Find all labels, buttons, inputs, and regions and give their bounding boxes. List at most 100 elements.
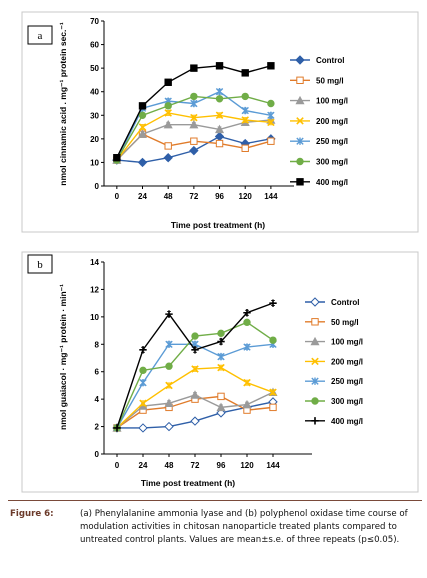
data-point [138,102,147,110]
data-point [137,129,148,138]
legend-marker [311,397,319,405]
data-point [165,310,173,318]
data-point [217,329,225,338]
data-point [241,116,249,124]
data-point [190,416,200,426]
data-point [165,381,173,390]
data-point [269,388,277,397]
legend-entry: Control [316,56,344,65]
data-point [216,402,226,412]
data-point [164,421,174,432]
legend-marker [311,318,319,326]
x-tick-label: 144 [264,192,278,201]
data-point [241,106,249,115]
data-point [165,362,173,370]
data-point [164,102,172,110]
data-point [164,78,172,86]
data-point [190,390,200,399]
legend-marker [310,297,320,307]
x-tick-label: 96 [217,461,226,470]
legend-marker [296,137,304,145]
data-point [165,340,173,348]
data-point [215,62,224,70]
data-point [243,378,251,387]
data-point [138,111,147,119]
y-tick-label: 30 [90,111,99,120]
data-point [189,145,199,156]
data-point [139,346,147,354]
caption-divider [8,500,422,501]
legend-marker [295,95,305,105]
x-tick-label: 120 [240,461,254,470]
y-tick-label: 14 [90,258,99,267]
panel-b-letter-box [27,254,53,274]
legend-marker [310,336,320,346]
data-point [215,111,224,120]
data-point [139,366,147,375]
data-point [242,399,252,409]
panel-a-y-axis-label: nmol cinnamic acid . mg⁻¹ protein sec.⁻¹ [58,22,68,186]
panel-b-letter: b [37,259,43,271]
data-point [241,92,249,101]
data-point [189,119,199,129]
data-point [138,423,148,433]
data-point [267,111,275,119]
x-tick-label: 48 [165,461,174,470]
data-point [215,88,224,96]
data-point [241,69,249,77]
legend-entry: 300 mg/l [316,158,348,167]
data-point [217,363,225,372]
data-point [215,139,224,148]
panel-a-frame [21,11,419,233]
data-point [190,92,198,101]
y-tick-label: 20 [90,135,99,144]
data-point [215,124,225,134]
y-tick-label: 4 [95,395,100,404]
legend-entry: 100 mg/l [316,97,348,106]
x-tick-label: 72 [189,192,198,201]
data-point [243,309,251,317]
data-point [164,142,172,150]
data-point [217,337,225,346]
data-point [215,95,224,103]
panel-b-y-axis-label: nmol guaiacol · mg⁻¹ protein · min⁻¹ [58,284,68,430]
x-tick-label: 0 [115,461,120,470]
data-point [267,62,275,70]
data-point [241,144,249,152]
legend-marker [311,377,319,385]
y-tick-label: 8 [95,340,100,349]
x-tick-label: 48 [164,192,173,201]
panel-b-frame [21,251,419,493]
data-point [267,99,275,108]
legend-marker [296,76,304,84]
legend-entry: 400 mg/l [316,178,348,187]
legend-marker [311,417,319,425]
legend-entry: 50 mg/l [331,318,359,327]
y-tick-label: 0 [95,450,100,459]
legend-entry: 100 mg/l [331,338,363,347]
data-point [217,352,225,361]
y-tick-label: 40 [90,88,99,97]
data-point [163,153,173,163]
data-point [190,137,198,145]
data-point [164,398,174,407]
legend-entry: 200 mg/l [316,117,348,126]
legend-entry: 200 mg/l [331,357,363,366]
x-tick-label: 144 [266,461,280,470]
data-point [113,424,121,432]
panel-a-letter-box [27,25,53,45]
y-tick-label: 60 [90,41,99,50]
panel-a-chart: a 0 10 20 30 40 50 60 70 0 24 48 72 96 120 144 Control… [21,11,419,233]
data-point [139,378,147,387]
legend-marker [295,55,305,65]
legend-marker [296,117,304,125]
legend-entry: 250 mg/l [316,137,348,146]
x-tick-label: 24 [138,192,147,201]
y-tick-label: 0 [95,182,100,191]
panel-a-letter: a [38,30,43,42]
legend-marker [296,157,304,166]
x-tick-label: 72 [191,461,200,470]
data-point [137,157,148,168]
